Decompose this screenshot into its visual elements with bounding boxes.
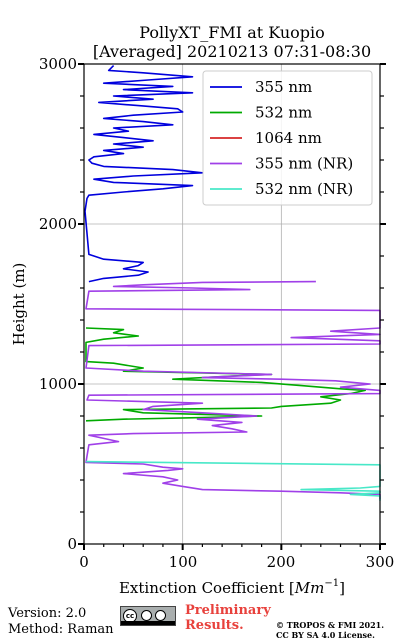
- axis-ticks: [78, 63, 386, 550]
- x-tick-label: 100: [169, 553, 198, 571]
- method-text: Method: Raman: [8, 622, 114, 637]
- copyright-line-2: CC BY SA 4.0 License.: [276, 630, 375, 640]
- y-tick-labels: 0 1000 2000 3000: [39, 55, 77, 553]
- copyright-line-1: © TROPOS & FMI 2021.: [276, 620, 385, 630]
- x-axis-label: Extinction Coefficient [Mm−1]: [119, 578, 345, 597]
- version-text: Version: 2.0: [8, 606, 87, 621]
- preliminary-results-text: Preliminary Results.: [185, 603, 271, 633]
- extinction-chart: PollyXT_FMI at Kuopio [Averaged] 2021021…: [10, 23, 394, 597]
- y-axis-label: Height (m): [10, 263, 28, 346]
- legend-box: [202, 70, 373, 206]
- series-line-532-nm-nr-: [85, 460, 381, 501]
- y-tick-label: 2000: [39, 215, 77, 233]
- series-line-532-nm: [85, 327, 366, 422]
- legend-label: 355 nm (NR): [255, 155, 353, 173]
- preliminary-line-2: Results.: [185, 618, 244, 633]
- series-line-355-nm: [84, 65, 204, 283]
- chart-subtitle: [Averaged] 20210213 07:31-08:30: [93, 42, 371, 61]
- badge-strip: [121, 621, 175, 625]
- sa-circle-icon: [155, 610, 166, 621]
- series-layer: [84, 65, 381, 501]
- legend-label: 532 nm (NR): [255, 180, 353, 198]
- cc-by-sa-badge-icon: cc: [120, 606, 176, 626]
- preliminary-line-1: Preliminary: [185, 603, 271, 618]
- chart-title: PollyXT_FMI at Kuopio: [139, 23, 325, 42]
- legend-label: 1064 nm: [255, 129, 322, 147]
- y-tick-label: 3000: [39, 55, 77, 73]
- copyright-text: © TROPOS & FMI 2021. CC BY SA 4.0 Licens…: [276, 620, 384, 640]
- legend: 355 nm 532 nm 1064 nm 355 nm (NR) 532 nm (NR…: [202, 70, 373, 206]
- x-tick-labels: 0 100 200 300: [79, 553, 394, 571]
- x-tick-label: 300: [366, 553, 395, 571]
- legend-label: 532 nm: [255, 104, 312, 122]
- plot-frame: [83, 63, 381, 545]
- y-tick-label: 1000: [39, 375, 77, 393]
- x-tick-label: 0: [79, 553, 89, 571]
- y-tick-label: 0: [67, 535, 77, 553]
- by-circle-icon: [141, 610, 152, 621]
- series-line-355-nm-nr-: [85, 280, 381, 500]
- legend-label: 355 nm: [255, 78, 312, 96]
- x-tick-label: 200: [267, 553, 296, 571]
